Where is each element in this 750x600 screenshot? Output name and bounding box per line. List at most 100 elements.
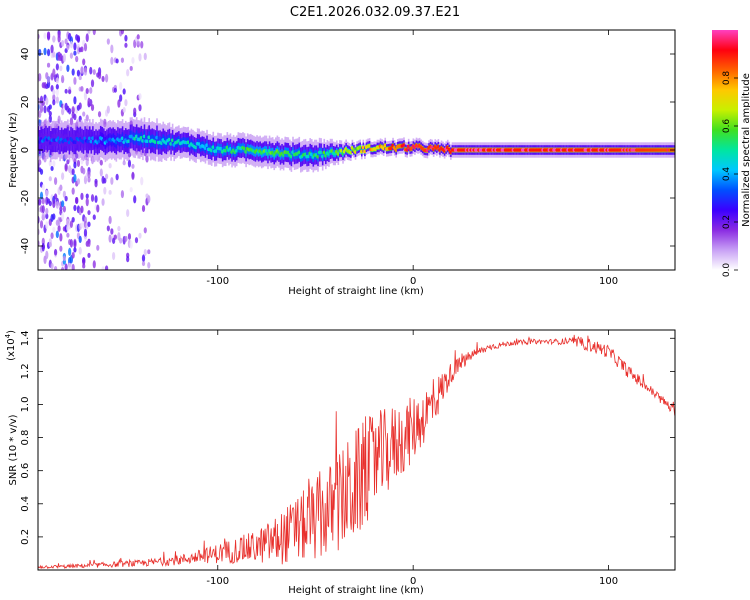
spectrogram-cell — [141, 254, 146, 263]
spectrogram-cell — [50, 166, 54, 171]
spectrogram-cell — [155, 135, 159, 140]
spectrogram-cell — [131, 57, 135, 64]
spectrogram-cell — [119, 94, 123, 102]
spectrogram-cell — [141, 204, 146, 212]
spectrogram-cell — [75, 197, 79, 203]
spectrogram-cell — [52, 51, 56, 58]
spectrogram-cell — [85, 33, 89, 43]
spectrogram-cell — [46, 31, 51, 37]
spectrogram-cell — [61, 267, 65, 270]
spectrogram-cell — [62, 53, 66, 63]
spectrogram-panel: -100 0 100 -40 -20 0 20 40 Height of straight l… — [8, 29, 676, 297]
spectrogram-cell — [83, 67, 88, 73]
spectrogram-cell — [99, 159, 103, 166]
spectrogram-cell — [41, 242, 45, 252]
snr-panel: -100 0 100 0.2 0.4 0.6 0.8 1.0 1.2 1.4 Height of … — [4, 329, 676, 596]
spectrogram-cell — [359, 149, 364, 154]
snr-frame — [37, 329, 676, 571]
spectrogram-cell — [289, 154, 293, 159]
spectrogram-cell — [112, 237, 116, 244]
colorbar-tick-label: 0.0 — [722, 263, 732, 278]
spectrogram-cell — [92, 30, 96, 36]
spectrogram-cell — [86, 139, 90, 144]
spectrogram-cell — [119, 81, 123, 91]
spectrogram-cell — [45, 189, 49, 197]
spectrogram-cell — [108, 162, 112, 169]
spectrogram-cell — [363, 149, 367, 154]
spectrogram-cell — [139, 136, 143, 140]
spectrogram-cell — [50, 44, 54, 54]
spectrogram-cell — [59, 65, 63, 72]
spectrogram-cell — [53, 249, 58, 256]
spectrogram-cell — [48, 104, 52, 110]
spectrogram-cell — [425, 148, 429, 153]
spectrogram-cell — [52, 89, 56, 96]
snr-xtick-label: 0 — [410, 576, 416, 587]
spectrogram-cell — [104, 73, 109, 83]
spectrogram-cell — [80, 86, 84, 92]
spectrogram-cell — [90, 194, 95, 202]
spectrogram-cell — [126, 256, 130, 263]
spectrogram-cell — [133, 39, 137, 49]
spectrogram-cell — [83, 91, 88, 101]
spectrogram-cell — [47, 136, 51, 140]
spectrogram-cell — [197, 142, 201, 146]
spectrogram-cell — [306, 154, 311, 159]
spectrogram-cell — [361, 145, 365, 150]
spectrogram-cell — [186, 140, 190, 145]
spectrogram-cell — [131, 163, 135, 169]
spectrogram-cell — [153, 140, 157, 144]
spectrogram-cell — [143, 249, 147, 256]
snr-ytick-label: 0.2 — [20, 529, 31, 545]
spectrogram-cell — [62, 205, 66, 213]
snr-ytick-label: 0.6 — [20, 463, 31, 479]
spectrogram-cell — [78, 75, 82, 81]
spectrogram-cell — [143, 227, 147, 234]
spectrogram-cell — [124, 34, 128, 42]
spectrogram-cell — [62, 255, 66, 262]
spectrogram-cell — [131, 171, 135, 180]
spectrogram-cell — [127, 139, 131, 143]
spectrogram-cell — [108, 234, 112, 243]
spectrogram-cell — [82, 263, 86, 269]
spectrogram-cell — [110, 44, 114, 54]
spectrogram-cell — [46, 76, 51, 83]
spectrogram-cell — [56, 136, 60, 141]
spectrogram-cell — [106, 105, 110, 114]
spectrogram-ticks: -100 0 100 -40 -20 0 20 40 — [20, 30, 675, 287]
spectrogram-cell — [43, 32, 47, 39]
spectrogram-cell — [133, 195, 137, 204]
spectrogram-xtick-label: 100 — [599, 276, 618, 287]
snr-xtick-label: -100 — [206, 576, 229, 587]
figure-title: C2E1.2026.032.09.37.E21 — [290, 5, 460, 20]
spectrogram-cell — [38, 73, 42, 82]
spectrogram-cell — [147, 261, 151, 269]
spectrogram-cell — [104, 173, 109, 180]
spectrogram-cell — [141, 261, 146, 267]
spectrogram-cell — [177, 138, 181, 143]
spectrogram-cell — [69, 220, 74, 228]
spectrogram-cell — [55, 96, 59, 104]
spectrogram-cell — [38, 140, 42, 144]
spectrogram-cell — [94, 180, 98, 188]
spectrogram-cell — [71, 187, 75, 195]
spectrogram-cell — [87, 136, 92, 141]
spectrogram-cell — [336, 152, 340, 156]
spectrogram-cell — [52, 93, 56, 102]
spectrogram-cell — [115, 58, 119, 64]
spectrogram-cell — [358, 145, 362, 150]
colorbar-gradient — [712, 30, 738, 270]
spectrogram-cell — [134, 134, 139, 139]
spectrogram-cell — [64, 88, 68, 94]
spectrogram-cell — [110, 177, 114, 185]
spectrogram-cell — [62, 190, 66, 198]
spectrogram-cell — [53, 177, 58, 186]
spectrogram-cell — [367, 143, 371, 148]
spectrogram-cell — [41, 197, 45, 205]
spectrogram-cell — [85, 114, 89, 122]
spectrogram-cell — [61, 74, 65, 84]
spectrogram-cell — [122, 88, 126, 95]
spectrogram-cell — [124, 99, 128, 107]
spectrogram-cell — [381, 146, 386, 151]
snr-ticks: -100 0 100 0.2 0.4 0.6 0.8 1.0 1.2 1.4 — [20, 330, 675, 587]
